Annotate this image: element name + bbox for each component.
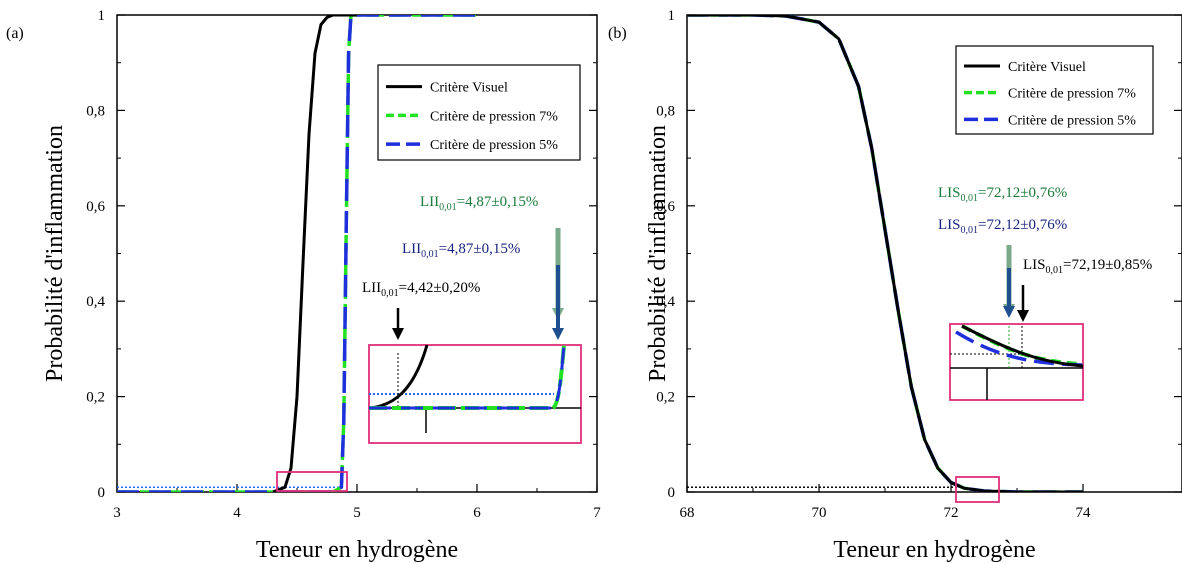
limit-annotation-blue: LIS0,01=72,12±0,76% xyxy=(938,217,1067,236)
annotation-main: LIS xyxy=(1023,257,1046,273)
annotation-rest: =4,42±0,20% xyxy=(399,280,481,296)
annotation-arrowhead xyxy=(552,328,564,340)
x-tick-label: 70 xyxy=(812,505,827,521)
zoom-region-box xyxy=(955,476,1000,503)
annotation-arrowhead xyxy=(1003,306,1015,318)
x-axis-label: Teneur en hydrogène xyxy=(833,537,1035,563)
x-tick-label: 4 xyxy=(233,505,241,521)
y-axis-label: Probabilité d'inflammation xyxy=(645,125,671,382)
zoom-region-box xyxy=(276,471,348,492)
y-tick-label: 0,6 xyxy=(86,199,105,215)
limit-annotation-black: LII0,01=4,42±0,20% xyxy=(362,280,480,299)
x-tick-label: 74 xyxy=(1076,505,1092,521)
annotation-sub: 0,01 xyxy=(961,225,979,236)
y-tick-label: 0,6 xyxy=(656,199,675,215)
legend-label: Critère de pression 5% xyxy=(1008,113,1136,128)
legend-label: Critère de pression 5% xyxy=(430,138,558,153)
x-axis-label: Teneur en hydrogène xyxy=(256,537,458,563)
y-tick-label: 0,8 xyxy=(656,103,675,119)
limit-annotation-black: LIS0,01=72,19±0,85% xyxy=(1023,257,1152,276)
y-tick-label: 1 xyxy=(98,8,106,24)
annotation-sub: 0,01 xyxy=(439,202,457,213)
inset-box xyxy=(949,323,1084,401)
annotation-rest: =72,19±0,85% xyxy=(1063,257,1152,273)
annotation-main: LII xyxy=(420,194,439,210)
limit-annotation-green: LII0,01=4,87±0,15% xyxy=(420,194,538,213)
y-tick-label: 0 xyxy=(668,485,676,501)
legend-label: Critère de pression 7% xyxy=(1008,87,1136,102)
series-line-pression-5 xyxy=(117,15,477,492)
x-tick-label: 5 xyxy=(353,505,361,521)
panel-label: (a) xyxy=(6,25,24,42)
annotation-arrowhead xyxy=(392,328,404,340)
limit-annotation-blue: LII0,01=4,87±0,15% xyxy=(402,241,520,260)
y-tick-label: 0,2 xyxy=(656,390,675,406)
x-tick-label: 3 xyxy=(113,505,121,521)
y-axis-label: Probabilité d'inflammation xyxy=(42,125,68,382)
y-tick-label: 0,4 xyxy=(86,294,105,310)
series-line-visuel xyxy=(272,15,357,492)
x-tick-label: 6 xyxy=(473,505,481,521)
annotation-arrowhead xyxy=(1017,310,1029,322)
y-tick-label: 0,8 xyxy=(86,103,105,119)
inset-curve-pression-5 xyxy=(369,344,566,410)
annotation-rest: =4,87±0,15% xyxy=(457,194,539,210)
y-tick-label: 0,4 xyxy=(656,294,675,310)
annotation-sub: 0,01 xyxy=(381,288,399,299)
chart-panel-b: 68 70 72 74 0 0,2 0,4 0,6 0,8 1 Teneur en hydrogèn… xyxy=(608,8,1182,563)
panel-label: (b) xyxy=(608,25,627,42)
series-line-visuel xyxy=(687,15,1083,492)
annotation-sub: 0,01 xyxy=(961,193,979,204)
annotation-rest: =4,87±0,15% xyxy=(439,241,521,257)
inset-curve-visuel xyxy=(961,324,1084,368)
x-tick-label: 7 xyxy=(593,505,601,521)
annotation-rest: =72,12±0,76% xyxy=(978,217,1067,233)
x-tick-label: 72 xyxy=(944,505,959,521)
annotation-sub: 0,01 xyxy=(1046,265,1064,276)
legend-label: Critère Visuel xyxy=(1008,60,1086,75)
limit-annotation-green: LIS0,01=72,12±0,76% xyxy=(938,185,1067,204)
legend-label: Critère de pression 7% xyxy=(430,109,558,124)
chart-panel-a: 3 4 5 6 7 0 0,2 0,4 0,6 0,8 1 Teneur en hydrogène Pr… xyxy=(6,8,601,563)
y-tick-label: 0 xyxy=(98,485,106,501)
x-tick-label: 68 xyxy=(680,505,695,521)
y-tick-label: 1 xyxy=(668,8,676,24)
y-tick-label: 0,2 xyxy=(86,390,105,406)
annotation-main: LIS xyxy=(938,217,961,233)
annotation-sub: 0,01 xyxy=(421,249,439,260)
annotation-main: LII xyxy=(402,241,421,257)
annotation-main: LII xyxy=(362,280,381,296)
annotation-rest: =72,12±0,76% xyxy=(978,185,1067,201)
annotation-main: LIS xyxy=(938,185,961,201)
legend-label: Critère Visuel xyxy=(430,81,508,96)
